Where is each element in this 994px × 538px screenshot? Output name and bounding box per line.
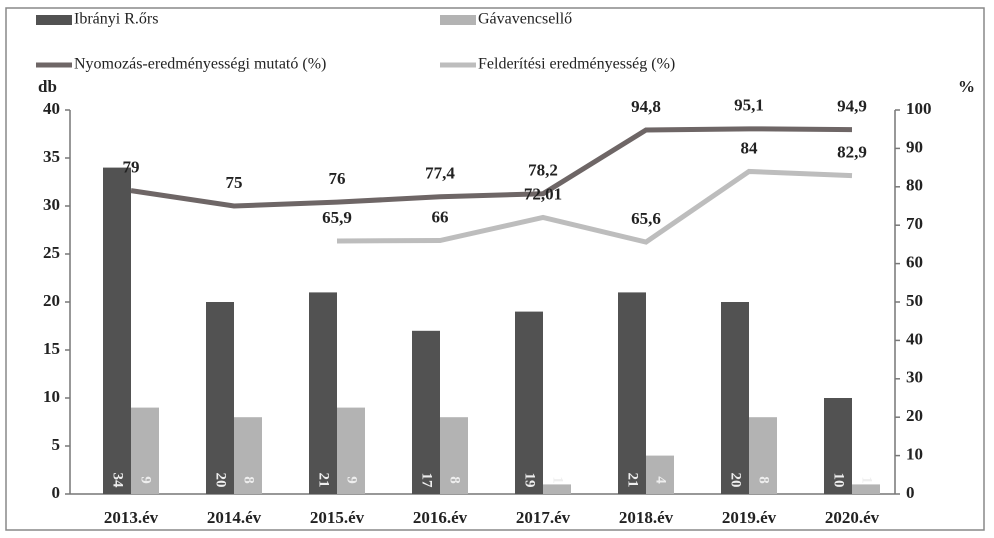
data-label: 82,9	[837, 143, 867, 162]
data-label: 77,4	[425, 164, 455, 183]
y2-tick-label: 20	[906, 406, 923, 425]
bar	[234, 417, 262, 494]
bar-label: 1	[859, 476, 875, 484]
y2-tick-label: 40	[906, 329, 923, 348]
x-tick-label: 2017.év	[516, 508, 571, 527]
bar-label: 17	[419, 473, 435, 489]
y-tick-label: 5	[52, 435, 61, 454]
x-tick-label: 2015.év	[310, 508, 365, 527]
bar	[646, 455, 674, 494]
bar-label: 19	[522, 473, 538, 488]
bar	[749, 417, 777, 494]
y2-tick-label: 90	[906, 137, 923, 156]
line	[336, 168, 853, 245]
data-label: 65,6	[631, 209, 661, 228]
y2-tick-label: 10	[906, 445, 923, 464]
bar-label: 4	[653, 476, 669, 484]
bar-label: 20	[213, 473, 229, 488]
bar-label: 21	[316, 473, 332, 488]
legend-swatch	[36, 15, 72, 25]
y2-tick-label: 70	[906, 214, 923, 233]
bar	[721, 302, 749, 494]
line	[130, 126, 853, 209]
bar-label: 10	[831, 473, 847, 488]
y-tick-label: 0	[52, 483, 61, 502]
bar-label: 20	[728, 473, 744, 488]
bar-label: 8	[447, 476, 463, 484]
y2-axis-label: %	[958, 77, 975, 96]
data-label: 94,8	[631, 97, 661, 116]
bar	[309, 292, 337, 494]
bar-label: 9	[344, 476, 360, 484]
x-tick-label: 2016.év	[413, 508, 468, 527]
bar	[543, 484, 571, 494]
data-label: 94,9	[837, 96, 867, 115]
x-tick-label: 2014.év	[207, 508, 262, 527]
legend-label: Gávavencsellő	[478, 11, 572, 28]
y2-tick-label: 0	[906, 483, 915, 502]
data-label: 65,9	[322, 208, 352, 227]
bar	[337, 407, 365, 494]
legend-swatch	[440, 15, 476, 25]
x-tick-label: 2019.év	[722, 508, 777, 527]
y-tick-label: 25	[43, 243, 60, 262]
x-tick-label: 2020.év	[825, 508, 880, 527]
bar-label: 8	[756, 476, 772, 484]
y-tick-label: 20	[43, 291, 60, 310]
data-label: 78,2	[528, 161, 558, 180]
bar	[206, 302, 234, 494]
bar-label: 8	[241, 476, 257, 484]
bar	[440, 417, 468, 494]
bar	[131, 407, 159, 494]
y-tick-label: 10	[43, 387, 60, 406]
y2-tick-label: 80	[906, 176, 923, 195]
y-axis-label: db	[38, 77, 57, 96]
legend-label: Felderítési eredményesség (%)	[478, 56, 675, 73]
data-label: 79	[123, 158, 140, 177]
bar	[103, 167, 131, 494]
y2-tick-label: 30	[906, 368, 923, 387]
bar-label: 34	[110, 473, 126, 489]
legend-label: Nyomozás-eredményességi mutató (%)	[74, 56, 326, 73]
data-label: 76	[329, 169, 346, 188]
data-label: 75	[226, 173, 243, 192]
frame	[5, 7, 985, 531]
x-tick-label: 2013.év	[104, 508, 159, 527]
bar-label: 9	[138, 476, 154, 484]
bar	[515, 311, 543, 494]
bar	[852, 484, 880, 494]
y-tick-label: 35	[43, 147, 60, 166]
bar	[824, 398, 852, 494]
y2-tick-label: 100	[906, 99, 932, 118]
data-label: 66	[432, 207, 449, 226]
y-tick-label: 15	[43, 339, 60, 358]
data-label: 72,01	[524, 184, 562, 203]
y2-tick-label: 50	[906, 291, 923, 310]
bar-label: 21	[625, 473, 641, 488]
x-tick-label: 2018.év	[619, 508, 674, 527]
y2-tick-label: 60	[906, 253, 923, 272]
bar-label: 1	[550, 476, 566, 484]
legend-label: Ibrányi R.őrs	[74, 11, 158, 28]
y-tick-label: 40	[43, 99, 60, 118]
data-label: 95,1	[734, 96, 764, 115]
bar	[618, 292, 646, 494]
data-label: 84	[741, 138, 759, 157]
y-tick-label: 30	[43, 195, 60, 214]
bar	[412, 330, 440, 494]
